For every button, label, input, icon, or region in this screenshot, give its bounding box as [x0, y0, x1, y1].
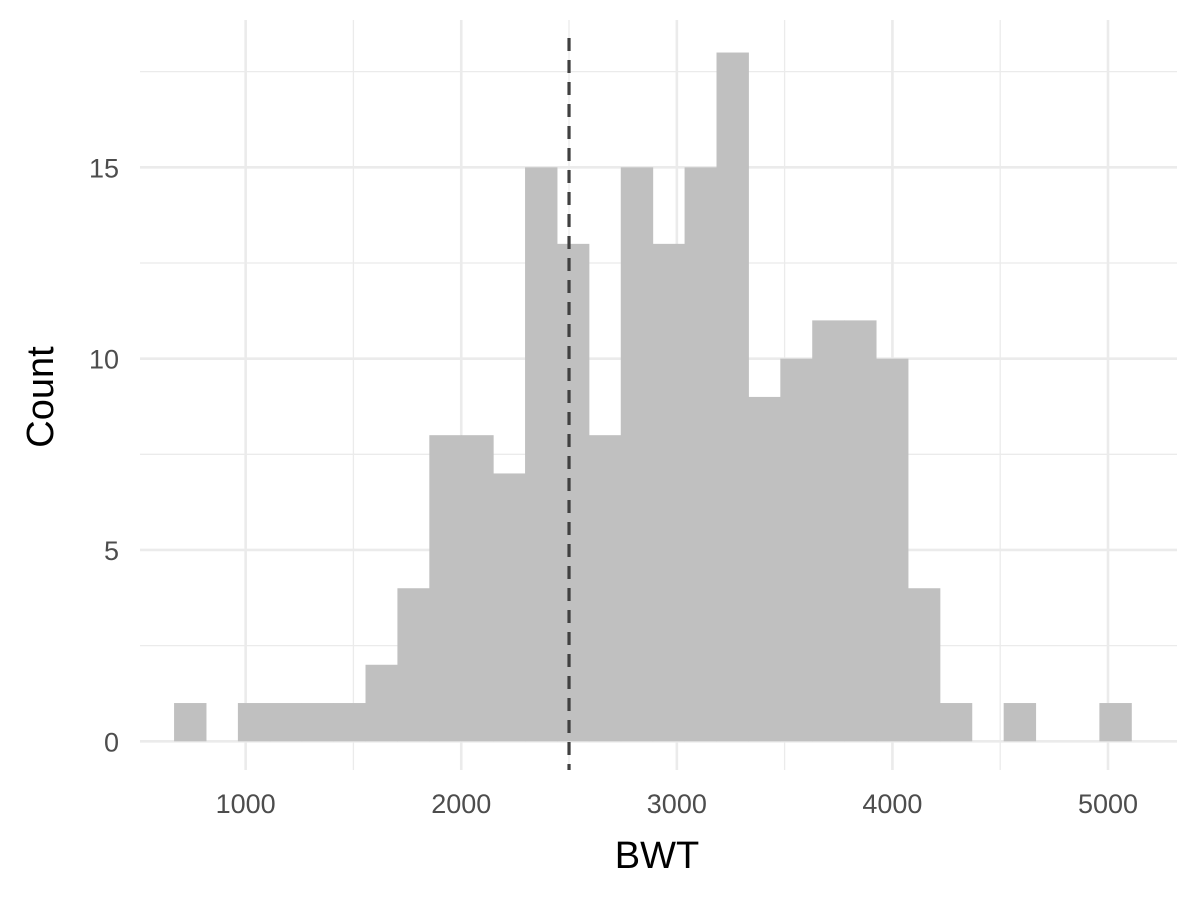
histogram-bar	[461, 435, 494, 742]
histogram-bar	[174, 703, 207, 742]
histogram-bar	[620, 167, 654, 742]
x-tick-label: 4000	[862, 789, 922, 819]
histogram-bar	[269, 703, 303, 742]
x-tick-label: 1000	[216, 789, 276, 819]
histogram-bar	[333, 703, 367, 742]
y-axis-title: Count	[20, 346, 62, 448]
y-tick-label: 5	[104, 536, 119, 566]
histogram-bar	[493, 473, 526, 742]
histogram-bar	[748, 396, 781, 742]
histogram-bar	[429, 435, 462, 742]
histogram-bar	[939, 703, 973, 742]
histogram-bar	[1099, 703, 1132, 742]
histogram-bar	[525, 167, 558, 742]
x-axis-title: BWT	[615, 835, 699, 877]
y-tick-label: 15	[89, 153, 119, 183]
histogram-bar	[588, 435, 622, 742]
x-tick-labels: 1000 2000 3000 4000 5000	[216, 789, 1138, 819]
histogram-bar	[1003, 703, 1037, 742]
x-tick-label: 5000	[1078, 789, 1138, 819]
histogram-bar	[907, 588, 941, 742]
histogram-bar	[301, 703, 335, 742]
histogram-bar	[684, 167, 717, 742]
x-tick-label: 3000	[647, 789, 707, 819]
histogram-bar	[844, 320, 877, 742]
histogram-bar	[652, 243, 686, 742]
y-tick-label: 10	[89, 345, 119, 375]
histogram-bar	[716, 52, 749, 742]
histogram-bar	[237, 703, 271, 742]
histogram-bar	[812, 320, 845, 742]
y-tick-labels: 0 5 10 15	[89, 153, 119, 757]
histogram-bar	[397, 588, 430, 742]
x-tick-label: 2000	[431, 789, 491, 819]
histogram-bar	[556, 243, 590, 742]
histogram-bars	[174, 52, 1132, 742]
histogram-bar	[780, 358, 813, 742]
y-tick-label: 0	[104, 727, 119, 757]
histogram-bar	[365, 664, 398, 742]
histogram-bar	[876, 358, 909, 742]
